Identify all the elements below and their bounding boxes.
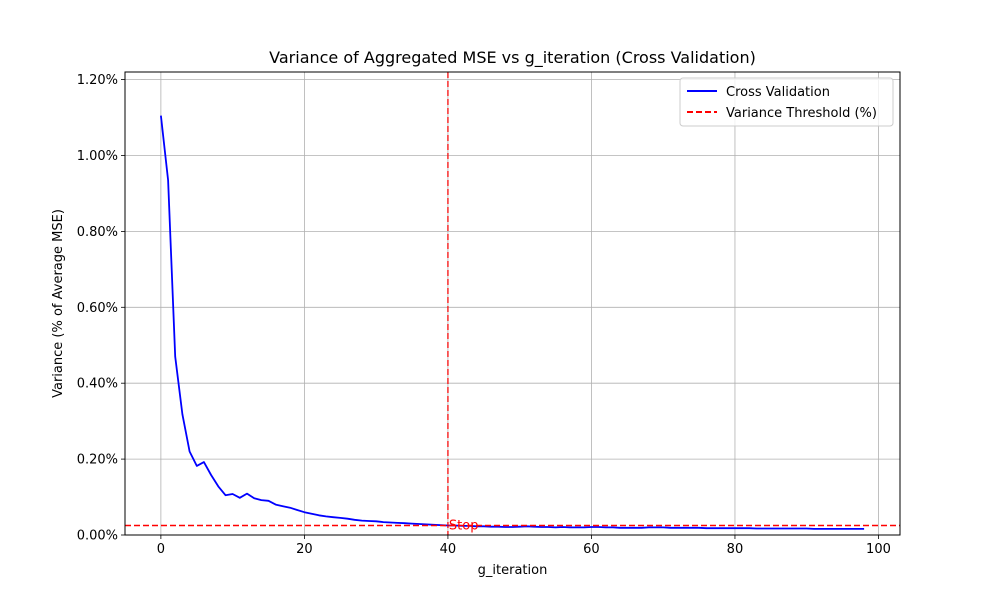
x-tick-label: 20 (296, 542, 313, 557)
legend: Cross Validation Variance Threshold (%) (679, 77, 894, 127)
x-tick-label: 100 (866, 542, 891, 557)
annotation-layer: Stop (449, 519, 479, 534)
chart-title: Variance of Aggregated MSE vs g_iteratio… (269, 48, 756, 68)
series-line-cross-validation (160, 115, 865, 530)
y-tick-label: 1.20% (77, 73, 118, 88)
x-tick-label: 0 (157, 542, 165, 557)
x-tick-label: 60 (583, 542, 600, 557)
legend-label-cross-validation: Cross Validation (726, 85, 830, 100)
y-tick-label: 0.40% (77, 377, 118, 392)
y-tick-label: 0.80% (77, 225, 118, 240)
y-axis-label: Variance (% of Average MSE) (51, 209, 66, 398)
stop-annotation: Stop (449, 519, 479, 534)
y-tick-label: 0.60% (77, 301, 118, 316)
x-tick-label: 80 (727, 542, 744, 557)
y-tick-label: 1.00% (77, 149, 118, 164)
legend-box (679, 77, 894, 127)
legend-label-threshold: Variance Threshold (%) (726, 106, 877, 121)
series-layer (125, 72, 900, 535)
plot-frame (124, 71, 901, 536)
y-tick-label: 0.00% (77, 529, 118, 544)
ticks: 0 20 40 60 80 100 0.00% 0.20% 0.40% 0.60% 0.80% 1.0… (77, 73, 891, 557)
y-tick-label: 0.20% (77, 453, 118, 468)
x-axis-label: g_iteration (478, 563, 548, 578)
x-tick-label: 40 (440, 542, 457, 557)
